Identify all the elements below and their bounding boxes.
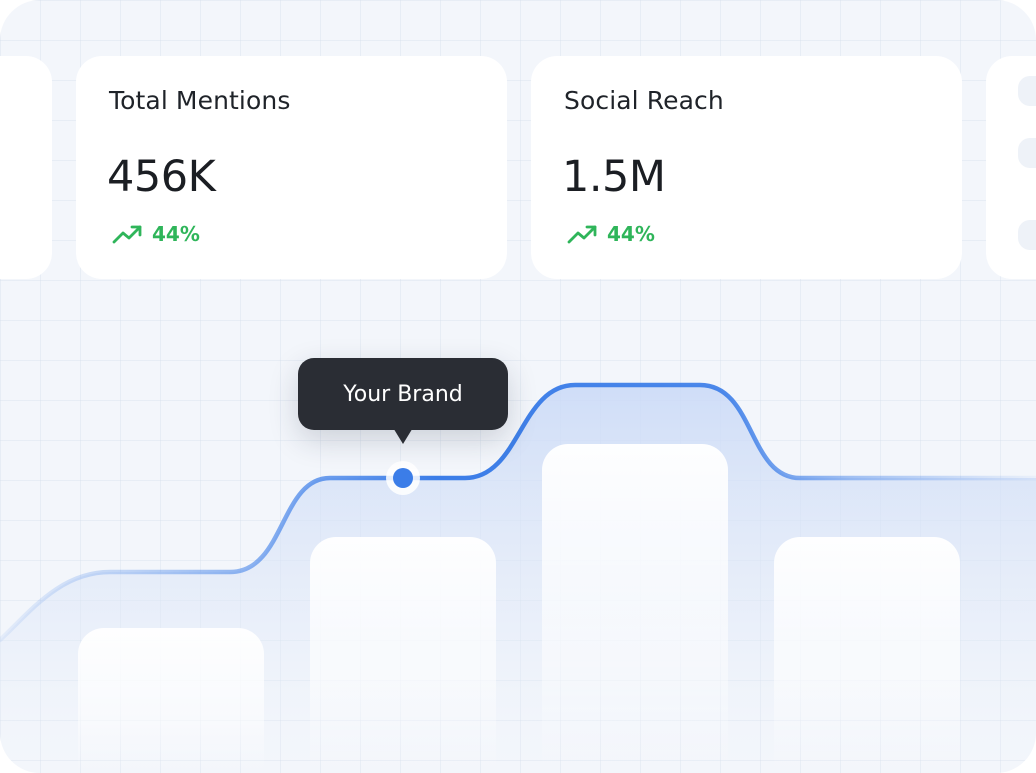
metric-title: Social Reach xyxy=(564,86,724,115)
chart-bar xyxy=(542,444,728,773)
metric-card-social-reach[interactable]: Social Reach 1.5M 44% xyxy=(531,56,962,279)
chart-bar xyxy=(78,628,264,773)
metric-value: 1.5M xyxy=(562,152,666,202)
chart-bar xyxy=(774,537,960,773)
trend-percentage: 44% xyxy=(607,222,655,246)
metric-card-total-mentions[interactable]: Total Mentions 456K 44% xyxy=(76,56,507,279)
placeholder-line xyxy=(1018,220,1036,250)
placeholder-line xyxy=(1018,76,1036,106)
trend-percentage: 44% xyxy=(152,222,200,246)
placeholder-line xyxy=(1018,138,1036,168)
chart-bar xyxy=(310,537,496,773)
trending-up-icon xyxy=(112,225,142,244)
trend-indicator: 44% xyxy=(567,222,655,246)
metric-value: 456K xyxy=(107,152,216,202)
tooltip-label: Your Brand xyxy=(343,381,463,407)
trend-indicator: 44% xyxy=(112,222,200,246)
metric-card-partial-right xyxy=(986,56,1036,279)
trending-up-icon xyxy=(567,225,597,244)
tooltip-pointer xyxy=(392,426,414,444)
brand-tooltip: Your Brand xyxy=(298,358,508,430)
trend-line xyxy=(0,382,1036,643)
data-point-marker xyxy=(393,468,413,488)
metric-title: Total Mentions xyxy=(109,86,291,115)
metric-card-partial-left xyxy=(0,56,52,279)
